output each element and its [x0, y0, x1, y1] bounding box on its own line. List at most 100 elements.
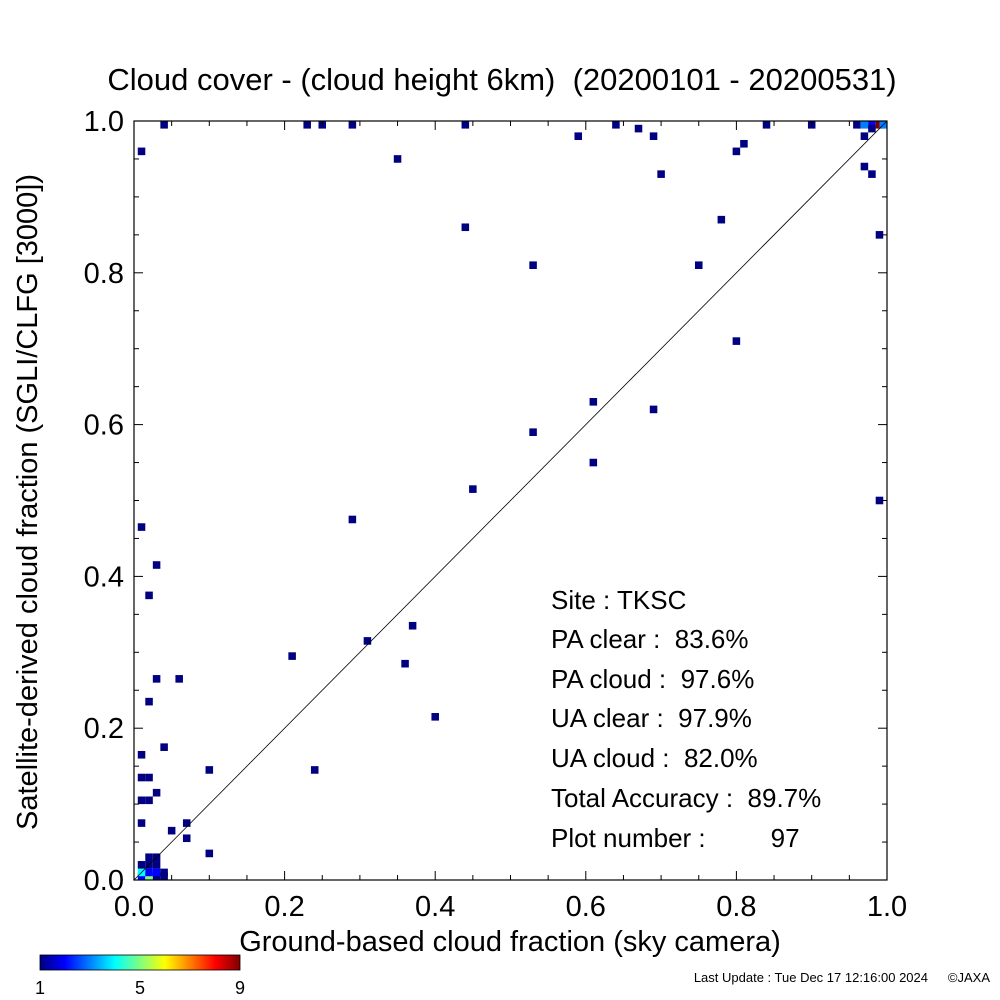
colorbar-min-label: 1 — [35, 978, 45, 998]
stats-pa-cloud: PA cloud : 97.6% — [551, 664, 754, 694]
heatmap-cell — [145, 868, 153, 877]
heatmap-cell — [137, 750, 146, 759]
heatmap-cell — [853, 121, 861, 129]
heatmap-cell — [868, 124, 876, 133]
heatmap-cell — [310, 766, 319, 774]
heatmap-cell — [740, 139, 748, 148]
x-tick-label: 0.2 — [264, 891, 304, 923]
heatmap-cell — [469, 485, 477, 493]
heatmap-cell — [348, 515, 357, 524]
heatmap-cell — [137, 861, 146, 869]
heatmap-cell — [461, 223, 470, 232]
axis-ticks — [133, 120, 888, 881]
heatmap-cell — [145, 591, 153, 600]
colorbar-mid-label: 5 — [135, 978, 145, 998]
heatmap-cell — [152, 675, 161, 683]
heatmap-cell — [461, 121, 470, 129]
heatmap-cell — [175, 675, 183, 683]
y-tick-label: 0.8 — [84, 258, 124, 290]
heatmap-cell — [634, 124, 643, 133]
heatmap-cell — [401, 659, 409, 668]
heatmap-cell — [431, 713, 439, 721]
stats-ua-clear: UA clear : 97.9% — [551, 703, 752, 733]
x-tick-labels: 0.0 0.2 0.4 0.6 0.8 1.0 — [114, 891, 907, 923]
heatmap-cell — [160, 743, 168, 751]
heatmap-cell — [152, 861, 161, 869]
heatmap-cell — [152, 788, 161, 797]
heatmap-cell — [288, 652, 296, 660]
heatmap-cell — [649, 405, 658, 414]
heatmap-cell — [868, 121, 876, 129]
x-tick-label: 0.8 — [716, 891, 756, 923]
heatmap-cell — [145, 697, 153, 706]
heatmap-cell — [408, 621, 417, 630]
y-tick-label: 0.6 — [84, 410, 124, 442]
colorbar-max-label: 9 — [235, 978, 245, 998]
y-tick-label: 0.4 — [84, 561, 124, 593]
heatmap-cell — [145, 853, 153, 862]
heatmap-cell — [589, 458, 598, 467]
x-tick-label: 0.6 — [566, 891, 606, 923]
heatmap-cell — [762, 121, 771, 129]
heatmap-cell — [137, 773, 146, 782]
copyright-text: ©JAXA — [948, 970, 990, 985]
heatmap-cell — [649, 132, 658, 140]
last-update-text: Last Update : Tue Dec 17 12:16:00 2024 — [694, 970, 928, 985]
heatmap-cell — [182, 834, 191, 843]
heatmap-cell — [589, 398, 598, 406]
heatmap-cell — [137, 796, 146, 805]
stats-site: Site : TKSC — [551, 585, 686, 615]
stats-box: Site : TKSC PA clear : 83.6% PA cloud : … — [551, 585, 821, 853]
heatmap-cell — [875, 231, 884, 239]
heatmap-cell — [860, 162, 869, 171]
heatmap-cell — [732, 337, 741, 345]
heatmap-cell — [732, 147, 741, 156]
heatmap-cell — [303, 121, 311, 129]
heatmap-cells — [137, 121, 887, 880]
y-tick-labels: 0.0 0.2 0.4 0.6 0.8 1.0 — [84, 106, 124, 897]
stats-ua-cloud: UA cloud : 82.0% — [551, 743, 758, 773]
y-tick-label: 0.0 — [84, 865, 124, 897]
heatmap-cell — [137, 819, 146, 827]
y-tick-label: 1.0 — [84, 106, 124, 138]
heatmap-cell — [160, 868, 168, 877]
x-tick-label: 1.0 — [867, 891, 907, 923]
heatmap-cell — [182, 819, 191, 827]
heatmap-cell — [875, 496, 884, 505]
heatmap-cell — [205, 766, 214, 774]
heatmap-cell — [152, 868, 161, 877]
colorbar-gradient — [39, 954, 241, 971]
heatmap-cell — [574, 132, 583, 140]
heatmap-cell — [160, 121, 168, 129]
heatmap-cell — [152, 561, 161, 569]
colorbar: 1 5 9 — [35, 954, 245, 998]
heatmap-cell — [348, 121, 357, 129]
heatmap-cell — [205, 849, 214, 858]
chart-title: Cloud cover - (cloud height 6km) (202001… — [107, 62, 896, 97]
heatmap-cell — [167, 826, 176, 835]
heatmap-cell — [529, 261, 537, 269]
heatmap-cell — [694, 261, 703, 269]
heatmap-cell — [137, 147, 146, 156]
heatmap-cell — [363, 637, 372, 645]
heatmap-cell — [657, 170, 665, 178]
heatmap-cell — [145, 796, 153, 805]
stats-plot-number: Plot number : 97 — [551, 823, 800, 853]
stats-total-accuracy: Total Accuracy : 89.7% — [551, 783, 821, 813]
x-tick-label: 0.4 — [415, 891, 455, 923]
heatmap-cell — [612, 121, 620, 129]
heatmap-cell — [529, 428, 537, 436]
stats-pa-clear: PA clear : 83.6% — [551, 624, 749, 654]
heatmap-cell — [145, 773, 153, 782]
y-tick-label: 0.2 — [84, 713, 124, 745]
heatmap-cell — [860, 121, 869, 129]
y-axis-label: Satellite-derived cloud fraction (SGLI/C… — [12, 174, 44, 830]
heatmap-cell — [717, 215, 726, 224]
x-tick-label: 0.0 — [114, 891, 154, 923]
heatmap-cell — [868, 170, 876, 178]
x-axis-label: Ground-based cloud fraction (sky camera) — [239, 926, 781, 958]
heatmap-cell — [137, 523, 146, 531]
heatmap-cell — [860, 132, 869, 140]
heatmap-cell — [393, 155, 402, 163]
